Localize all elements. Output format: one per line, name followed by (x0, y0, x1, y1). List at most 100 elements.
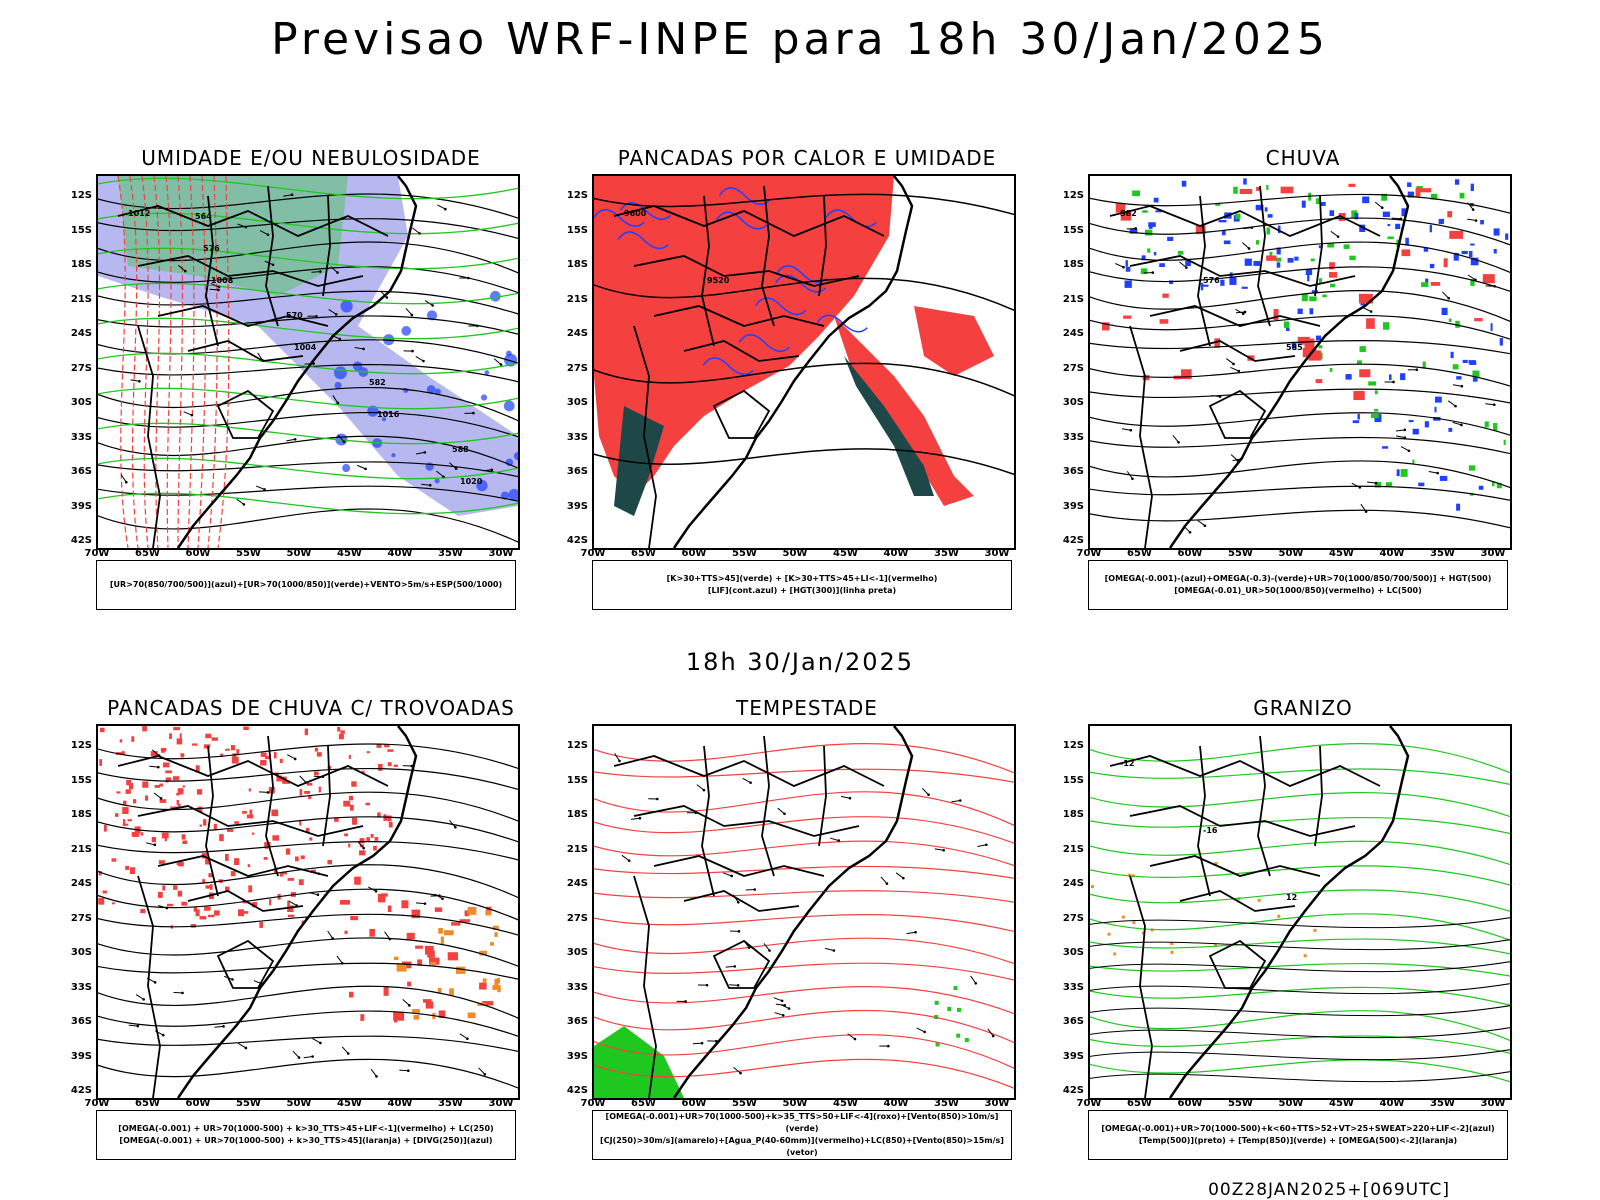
lon-tick-label: 35W (1430, 548, 1455, 559)
panel-title: GRANIZO (1253, 696, 1353, 720)
lat-tick-label: 39S (1062, 1050, 1084, 1062)
panel-title: PANCADAS POR CALOR E UMIDADE (617, 146, 997, 170)
contour-label: 9520 (707, 276, 730, 285)
lat-tick-label: 27S (566, 362, 588, 374)
legend-caption: [UR>70(850/700/500)](azul)+[UR>70(1000/8… (96, 560, 516, 610)
map-trovoadas (96, 724, 520, 1100)
lat-tick-label: 18S (70, 259, 92, 270)
lat-tick-label: 42S (566, 1085, 588, 1096)
legend-line: [OMEGA(-0.001) + UR>70(1000-500) + k>30_… (119, 1136, 493, 1145)
contour-label: 570 (286, 311, 303, 320)
lon-tick-label: 60W (681, 1098, 707, 1109)
lon-tick-label: 55W (732, 548, 757, 559)
contour-label: 9600 (624, 209, 647, 218)
lat-tick-label: 33S (70, 431, 92, 443)
panel-granizo: GRANIZO -12 -16 12 [OMEGA(-0.001)+UR>70(10… (1063, 696, 1518, 1186)
lon-tick-label: 40W (883, 548, 909, 559)
legend-line: [OMEGA(-0.001)+UR>70(1000-500)+k<60+TTS>… (1101, 1124, 1495, 1133)
lat-tick-label: 39S (566, 1050, 588, 1062)
panel-title: CHUVA (1265, 146, 1341, 170)
lat-tick-label: 21S (566, 843, 588, 855)
lon-tick-label: 65W (631, 548, 656, 559)
lon-tick-label: 35W (438, 548, 463, 559)
lat-tick-label: 24S (1062, 878, 1084, 889)
lat-tick-label: 36S (1062, 466, 1084, 477)
forecast-time-label: 18h 30/Jan/2025 (685, 648, 915, 676)
lat-tick-label: 36S (70, 466, 92, 477)
contour-label: 12 (1286, 893, 1297, 902)
lon-tick-label: 70W (1076, 1098, 1102, 1109)
lon-tick-label: 55W (732, 1098, 757, 1109)
lat-tick-label: 30S (70, 947, 92, 958)
lat-tick-label: 12S (70, 190, 92, 201)
lat-tick-label: 12S (70, 740, 92, 751)
lat-tick-label: 18S (70, 809, 92, 820)
legend-line: [OMEGA(-0.001)+UR>70(1000-500)+k>35_TTS>… (605, 1112, 999, 1133)
lat-tick-label: 39S (70, 500, 92, 512)
map-canvas: -12 -16 12 (1090, 726, 1510, 1098)
legend-line: [OMEGA(-0.001)-(azul)+OMEGA(-0.3)-(verde… (1104, 574, 1492, 583)
lon-tick-label: 65W (631, 1098, 656, 1109)
legend-caption: [OMEGA(-0.001)+UR>70(1000-500)+k>35_TTS>… (592, 1110, 1012, 1160)
lat-tick-label: 21S (70, 293, 92, 305)
lat-tick-label: 36S (566, 466, 588, 477)
lat-tick-label: 15S (1062, 774, 1084, 786)
lat-tick-label: 18S (566, 809, 588, 820)
lat-tick-label: 27S (70, 362, 92, 374)
lat-tick-label: 15S (566, 774, 588, 786)
panel-title: TEMPESTADE (736, 696, 878, 720)
lon-tick-label: 40W (387, 548, 413, 559)
lon-tick-label: 70W (580, 548, 606, 559)
contour-label: -12 (1120, 759, 1134, 768)
lon-tick-label: 45W (833, 1098, 858, 1109)
lat-tick-label: 33S (566, 431, 588, 443)
lat-tick-label: 21S (70, 843, 92, 855)
map-canvas (594, 726, 1014, 1098)
map-pancadas-calor: 9600 9520 (592, 174, 1016, 550)
lon-tick-label: 30W (984, 548, 1010, 559)
panel-tempestade: TEMPESTADE [OMEGA(-0.001)+UR>70(1000-500… (567, 696, 1022, 1186)
map-tempestade (592, 724, 1016, 1100)
lon-tick-label: 45W (1329, 1098, 1354, 1109)
lon-tick-label: 50W (1278, 548, 1304, 559)
map-canvas: 1012 1008 1004 1016 1020 576 570 582 588 564 (98, 176, 518, 548)
legend-caption: [OMEGA(-0.001)+UR>70(1000-500)+k<60+TTS>… (1088, 1110, 1508, 1160)
lon-tick-label: 55W (1228, 548, 1253, 559)
lon-tick-label: 40W (387, 1098, 413, 1109)
lat-tick-label: 42S (70, 535, 92, 546)
legend-line: [OMEGA(-0.001) + UR>70(1000-500) + k>30_… (118, 1124, 494, 1133)
legend-line: [LIF](cont.azul) + [HGT(300)](linha pret… (707, 586, 897, 595)
lon-tick-label: 35W (438, 1098, 463, 1109)
lat-tick-label: 27S (1062, 912, 1084, 924)
panel-trovoadas: PANCADAS DE CHUVA C/ TROVOADAS [OMEGA(-0… (71, 696, 526, 1186)
lon-tick-label: 55W (236, 548, 261, 559)
lat-tick-label: 27S (70, 912, 92, 924)
panel-chuva: CHUVA 582 576 585 [OMEGA(-0.001)-(azul)+OM… (1063, 146, 1518, 636)
lat-tick-label: 30S (566, 947, 588, 958)
lon-tick-label: 65W (1127, 1098, 1152, 1109)
lon-tick-label: 60W (185, 1098, 211, 1109)
lon-tick-label: 50W (286, 1098, 312, 1109)
lon-tick-label: 65W (1127, 548, 1152, 559)
lat-tick-label: 15S (70, 224, 92, 236)
lon-tick-label: 55W (236, 1098, 261, 1109)
lat-tick-label: 24S (70, 328, 92, 339)
lon-tick-label: 70W (84, 1098, 110, 1109)
lon-tick-label: 65W (135, 1098, 160, 1109)
map-canvas (98, 726, 518, 1098)
lat-tick-label: 39S (70, 1050, 92, 1062)
panel-title: PANCADAS DE CHUVA C/ TROVOADAS (107, 696, 515, 720)
panel-umidade: UMIDADE E/OU NEBULOSIDADE 1012 1008 1004 10… (71, 146, 526, 636)
legend-caption: [OMEGA(-0.001) + UR>70(1000-500) + k>30_… (96, 1110, 516, 1160)
lon-tick-label: 35W (934, 548, 959, 559)
lon-tick-label: 60W (1177, 1098, 1203, 1109)
lat-tick-label: 21S (566, 293, 588, 305)
lat-tick-label: 36S (1062, 1016, 1084, 1027)
lon-tick-label: 40W (1379, 1098, 1405, 1109)
lat-tick-label: 12S (1062, 190, 1084, 201)
contour-label: 1020 (460, 477, 483, 486)
lon-tick-label: 30W (1480, 548, 1506, 559)
lat-tick-label: 42S (566, 535, 588, 546)
lon-tick-label: 45W (1329, 548, 1354, 559)
lat-tick-label: 33S (566, 981, 588, 993)
